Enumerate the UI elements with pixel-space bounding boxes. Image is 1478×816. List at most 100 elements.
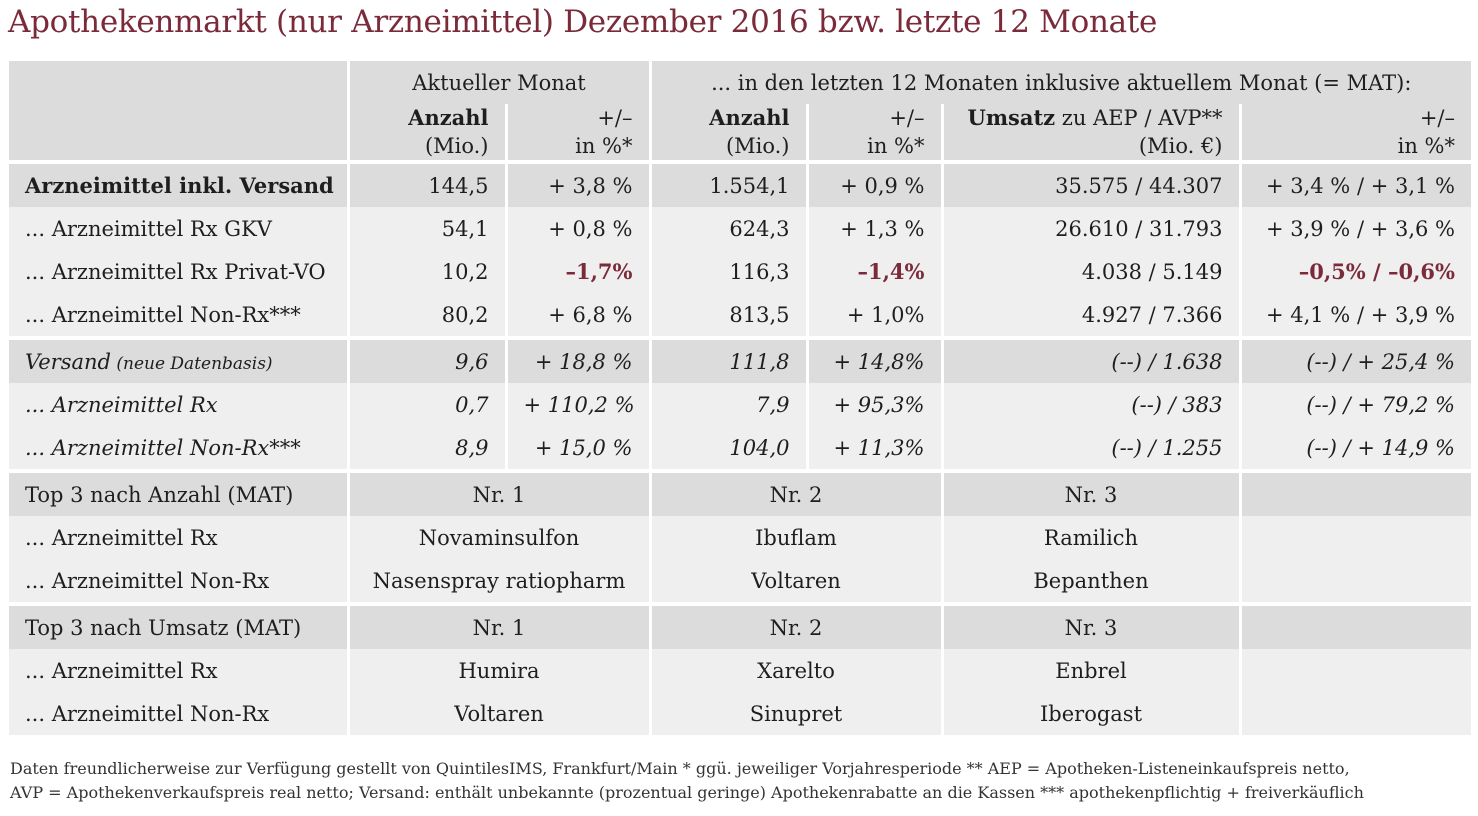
rank-2-product: Xarelto: [650, 649, 944, 692]
rank-2-product: Ibuflam: [650, 516, 944, 559]
cell-umsatz: 4.038 / 5.149: [942, 250, 1242, 293]
empty-cell: [1240, 469, 1471, 516]
rank-3-label: Nr. 3: [942, 469, 1242, 516]
footnote: Daten freundlicherweise zur Verfügung ge…: [10, 757, 1364, 805]
cell-change-current: + 0,8 %: [506, 207, 652, 250]
table-row: ... Arzneimittel Rx Humira Xarelto Enbre…: [9, 649, 1471, 692]
cell-anzahl-current: 80,2: [348, 293, 508, 338]
cell-change-umsatz: (--) / + 79,2 %: [1240, 383, 1471, 426]
header-change-umsatz: +/– in %*: [1240, 104, 1471, 162]
rank-1-label: Nr. 1: [348, 602, 652, 649]
cell-umsatz: (--) / 1.255: [942, 426, 1242, 471]
row-label: ... Arzneimittel Non-Rx: [9, 559, 350, 604]
rank-2-label: Nr. 2: [650, 602, 944, 649]
cell-anzahl-mat: 813,5: [650, 293, 809, 338]
cell-change-current: + 110,2 %: [506, 383, 652, 426]
cell-change-current: + 15,0 %: [506, 426, 652, 471]
header-change-mat: +/– in %*: [807, 104, 944, 162]
cell-change-current: + 18,8 %: [506, 336, 652, 383]
table-row: ... Arzneimittel Non-Rx*** 8,9 + 15,0 % …: [9, 426, 1471, 471]
cell-anzahl-mat: 116,3: [650, 250, 809, 293]
cell-anzahl-current: 9,6: [348, 336, 508, 383]
header-current-month: Aktueller Monat: [348, 61, 652, 104]
footnote-line-1: Daten freundlicherweise zur Verfügung ge…: [10, 759, 1350, 778]
page-title: Apothekenmarkt (nur Arzneimittel) Dezemb…: [8, 4, 1158, 40]
cell-umsatz: 26.610 / 31.793: [942, 207, 1242, 250]
empty-cell: [1240, 559, 1471, 604]
rank-1-product: Voltaren: [348, 692, 652, 735]
cell-change-current: + 3,8 %: [506, 160, 652, 207]
header-change-current: +/– in %*: [506, 104, 652, 162]
rank-2-product: Voltaren: [650, 559, 944, 604]
cell-change-umsatz: + 3,9 % / + 3,6 %: [1240, 207, 1471, 250]
cell-change-mat: + 0,9 %: [807, 160, 944, 207]
row-label: ... Arzneimittel Rx Privat-VO: [9, 250, 350, 293]
table-row: ... Arzneimittel Rx Privat-VO 10,2 –1,7%…: [9, 250, 1471, 293]
row-label: Versand (neue Datenbasis): [9, 336, 350, 383]
rank-1-product: Nasenspray ratiopharm: [348, 559, 652, 604]
section-heading-top-anzahl: Top 3 nach Anzahl (MAT): [9, 469, 350, 516]
table-row: ... Arzneimittel Rx GKV 54,1 + 0,8 % 624…: [9, 207, 1471, 250]
cell-change-umsatz: + 4,1 % / + 3,9 %: [1240, 293, 1471, 338]
rank-3-label: Nr. 3: [942, 602, 1242, 649]
cell-anzahl-mat: 104,0: [650, 426, 809, 471]
table-row: ... Arzneimittel Rx Novaminsulfon Ibufla…: [9, 516, 1471, 559]
cell-change-mat-negative: –1,4%: [807, 250, 944, 293]
empty-cell: [1240, 692, 1471, 735]
cell-change-mat: + 95,3%: [807, 383, 944, 426]
header-umsatz: Umsatz zu AEP / AVP** (Mio. €): [942, 104, 1242, 162]
cell-anzahl-mat: 1.554,1: [650, 160, 809, 207]
cell-change-mat: + 14,8%: [807, 336, 944, 383]
header-empty-2: [9, 104, 350, 162]
row-label: ... Arzneimittel Rx: [9, 649, 350, 692]
table-row: ... Arzneimittel Non-Rx Voltaren Sinupre…: [9, 692, 1471, 735]
rank-3-product: Bepanthen: [942, 559, 1242, 604]
row-label: ... Arzneimittel Non-Rx***: [9, 293, 350, 338]
table-row: ... Arzneimittel Non-Rx*** 80,2 + 6,8 % …: [9, 293, 1471, 338]
rank-3-product: Iberogast: [942, 692, 1242, 735]
cell-change-mat: + 1,0%: [807, 293, 944, 338]
table-row: ... Arzneimittel Non-Rx Nasenspray ratio…: [9, 559, 1471, 604]
header-column-row: Anzahl (Mio.) +/– in %* Anzahl (Mio.) +/– in…: [9, 104, 1471, 162]
header-group-row: Aktueller Monat ... in den letzten 12 Mo…: [9, 61, 1471, 104]
table-row: Versand (neue Datenbasis) 9,6 + 18,8 % 1…: [9, 336, 1471, 383]
cell-anzahl-current: 0,7: [348, 383, 508, 426]
footnote-line-2: AVP = Apothekenverkaufspreis real netto;…: [10, 783, 1364, 802]
cell-change-mat: + 11,3%: [807, 426, 944, 471]
row-label: ... Arzneimittel Non-Rx: [9, 692, 350, 735]
table-row: ... Arzneimittel Rx 0,7 + 110,2 % 7,9 + …: [9, 383, 1471, 426]
section-heading-top-umsatz: Top 3 nach Umsatz (MAT): [9, 602, 350, 649]
cell-anzahl-current: 8,9: [348, 426, 508, 471]
section-heading-row: Top 3 nach Umsatz (MAT) Nr. 1 Nr. 2 Nr. …: [9, 602, 1471, 649]
empty-cell: [1240, 602, 1471, 649]
rank-2-label: Nr. 2: [650, 469, 944, 516]
row-label: ... Arzneimittel Non-Rx***: [9, 426, 350, 471]
row-label: ... Arzneimittel Rx GKV: [9, 207, 350, 250]
cell-anzahl-mat: 111,8: [650, 336, 809, 383]
row-label: ... Arzneimittel Rx: [9, 383, 350, 426]
cell-anzahl-mat: 7,9: [650, 383, 809, 426]
rank-1-product: Humira: [348, 649, 652, 692]
section-heading-row: Top 3 nach Anzahl (MAT) Nr. 1 Nr. 2 Nr. …: [9, 469, 1471, 516]
cell-change-current-negative: –1,7%: [506, 250, 652, 293]
rank-1-label: Nr. 1: [348, 469, 652, 516]
cell-change-umsatz: (--) / + 25,4 %: [1240, 336, 1471, 383]
cell-change-umsatz-negative: –0,5% / –0,6%: [1240, 250, 1471, 293]
rank-2-product: Sinupret: [650, 692, 944, 735]
cell-anzahl-current: 10,2: [348, 250, 508, 293]
cell-umsatz: (--) / 1.638: [942, 336, 1242, 383]
header-mat: ... in den letzten 12 Monaten inklusive …: [650, 61, 1471, 104]
cell-change-umsatz: + 3,4 % / + 3,1 %: [1240, 160, 1471, 207]
cell-change-current: + 6,8 %: [506, 293, 652, 338]
header-anzahl-mat: Anzahl (Mio.): [650, 104, 809, 162]
table-row: Arzneimittel inkl. Versand 144,5 + 3,8 %…: [9, 160, 1471, 207]
cell-umsatz: (--) / 383: [942, 383, 1242, 426]
cell-umsatz: 35.575 / 44.307: [942, 160, 1242, 207]
cell-umsatz: 4.927 / 7.366: [942, 293, 1242, 338]
cell-change-mat: + 1,3 %: [807, 207, 944, 250]
rank-1-product: Novaminsulfon: [348, 516, 652, 559]
market-table: Aktueller Monat ... in den letzten 12 Mo…: [9, 61, 1471, 735]
cell-anzahl-current: 144,5: [348, 160, 508, 207]
row-label: Arzneimittel inkl. Versand: [9, 160, 350, 207]
cell-anzahl-current: 54,1: [348, 207, 508, 250]
